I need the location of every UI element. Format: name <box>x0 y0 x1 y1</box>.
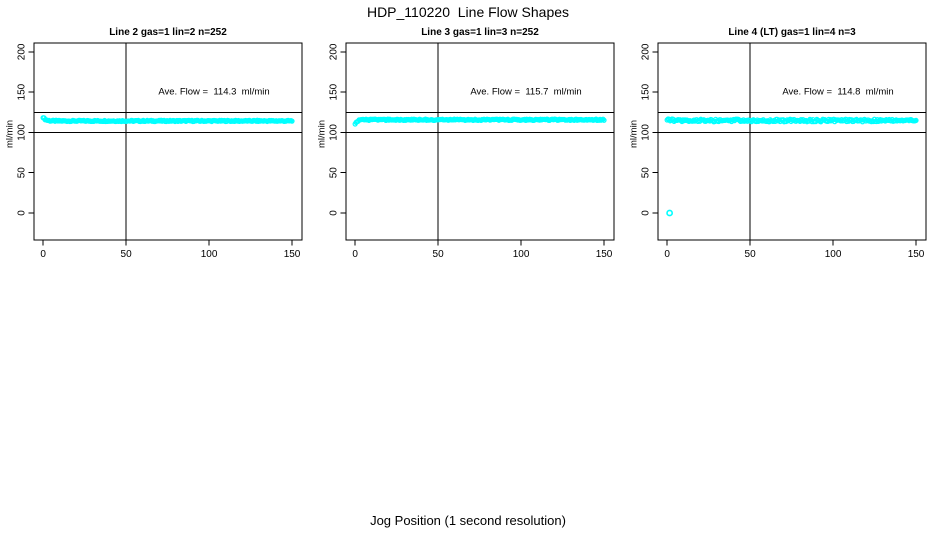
x-tick-label: 150 <box>596 249 613 260</box>
figure: 0 50 100 150 200 0 50 100 150 ml/min Line 2 gas=1… <box>0 0 936 290</box>
data-point <box>289 118 295 124</box>
panel-title: Line 3 gas=1 lin=3 n=252 <box>421 27 539 38</box>
x-tick-label: 0 <box>40 249 46 260</box>
y-tick-label: 50 <box>329 167 340 179</box>
data-point <box>601 117 607 123</box>
y-tick-label: 100 <box>329 124 340 141</box>
page-title: HDP_110220 Line Flow Shapes <box>366 4 570 20</box>
x-tick-label: 0 <box>352 249 358 260</box>
y-tick-label: 150 <box>17 83 28 100</box>
data-point <box>913 117 919 124</box>
outlier-point <box>666 209 674 217</box>
x-tick-label: 150 <box>284 249 301 260</box>
y-tick-label: 100 <box>17 124 28 141</box>
plot-area-line-3: 0 50 100 150 200 0 50 100 150 ml/min <box>317 42 615 260</box>
x-tick-label: 100 <box>513 249 530 260</box>
ave-flow-annotation: Ave. Flow = 115.7 ml/min <box>470 86 582 98</box>
panel-line-2: 0 50 100 150 200 0 50 100 150 ml/min Line 2 gas=1… <box>0 0 312 290</box>
ave-flow-annotation: Ave. Flow = 114.8 ml/min <box>782 86 894 98</box>
plot-box <box>657 42 927 241</box>
y-tick-label: 150 <box>641 83 652 100</box>
panel-title: Line 2 gas=1 lin=2 n=252 <box>109 27 227 38</box>
y-tick-label: 200 <box>641 43 652 60</box>
x-tick-label: 150 <box>908 249 925 260</box>
plot-box <box>345 42 615 241</box>
x-tick-label: 100 <box>201 249 218 260</box>
y-tick-label: 50 <box>641 167 652 179</box>
panel-line-4: 0 50 100 150 200 0 50 100 150 ml/min Line 4 (LT) … <box>624 0 936 290</box>
y-tick-label: 0 <box>641 210 652 216</box>
y-axis-unit-label: ml/min <box>629 120 640 148</box>
y-tick-label: 100 <box>641 124 652 141</box>
panel-title: Line 4 (LT) gas=1 lin=4 n=3 <box>728 27 856 38</box>
y-tick-label: 50 <box>17 167 28 179</box>
data-point <box>600 116 606 122</box>
y-tick-label: 0 <box>17 210 28 216</box>
x-tick-label: 0 <box>664 249 670 260</box>
y-tick-label: 0 <box>329 210 340 216</box>
y-tick-label: 200 <box>17 43 28 60</box>
panel-line-3: 0 50 100 150 200 0 50 100 150 ml/min Line 3 gas=1… <box>312 0 624 290</box>
y-tick-label: 200 <box>329 43 340 60</box>
y-tick-label: 150 <box>329 83 340 100</box>
plot-area-line-2: 0 50 100 150 200 0 50 100 150 ml/min <box>5 42 303 260</box>
x-tick-label: 50 <box>433 249 445 260</box>
x-tick-label: 50 <box>121 249 133 260</box>
ave-flow-annotation: Ave. Flow = 114.3 ml/min <box>158 86 270 98</box>
x-tick-label: 100 <box>825 249 842 260</box>
x-axis-label: Jog Position (1 second resolution) <box>370 513 566 528</box>
y-axis-unit-label: ml/min <box>5 120 16 148</box>
x-tick-label: 50 <box>745 249 757 260</box>
y-axis-unit-label: ml/min <box>317 120 328 148</box>
plot-box <box>33 42 303 241</box>
plot-area-line-4: 0 50 100 150 200 0 50 100 150 ml/min <box>629 42 927 260</box>
